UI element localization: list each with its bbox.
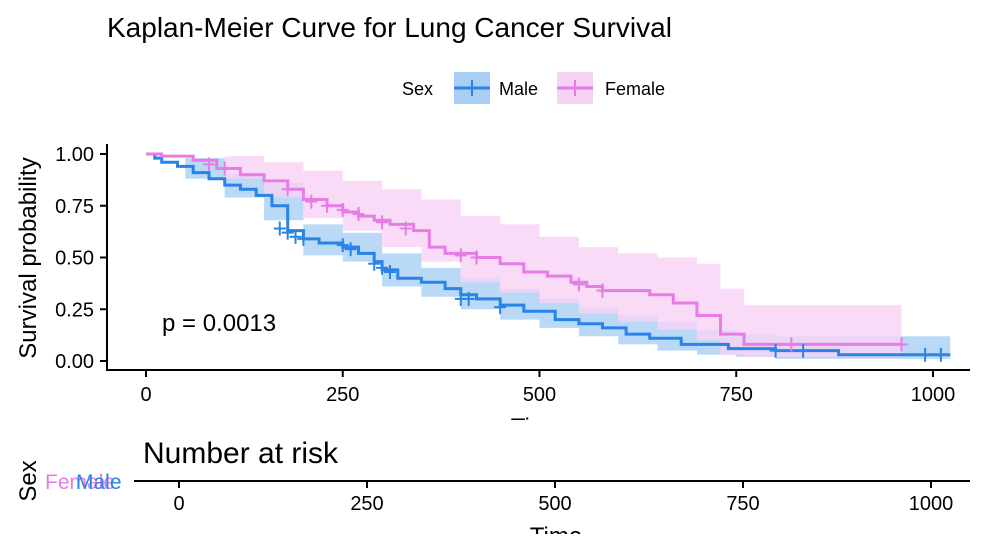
y-tick-label: 0.25 [55,299,94,321]
risk-x-tick-label: 0 [173,493,184,515]
y-tick-label: 0.00 [55,351,94,373]
risk-x-tick-label: 250 [350,493,383,515]
p-value-annotation: p = 0.0013 [162,310,276,337]
risk-table-title: Number at risk [143,437,339,470]
risk-x-tick-label: 750 [726,493,759,515]
legend-title: Sex [402,79,433,99]
risk-x-title-clip: Time [530,523,582,534]
risk-table-x-ticks: 0 250 500 750 1000 [173,481,953,515]
y-ticks: 0.00 0.25 0.50 0.75 1.00 [55,144,107,373]
legend-label-male: Male [499,79,538,99]
risk-table-x-title: Time [530,523,582,534]
risk-row-label-male: Male [76,471,122,494]
risk-x-tick-label: 1000 [909,493,954,515]
legend: Sex Male Female [402,72,665,104]
y-axis-title: Survival probability [15,157,42,358]
x-tick-label: 0 [140,384,151,406]
x-tick-label: 250 [326,384,359,406]
x-axis-title: Time [511,414,563,441]
y-tick-label: 1.00 [55,144,94,166]
x-axis-title-clip: Time [511,414,563,441]
risk-x-tick-label: 500 [538,493,571,515]
survival-curve-female [146,152,902,346]
x-tick-label: 750 [720,384,753,406]
y-tick-label: 0.50 [55,248,94,270]
censor-marks [202,157,947,362]
chart-title: Kaplan-Meier Curve for Lung Cancer Survi… [107,12,672,43]
risk-table: Number at risk Female Male Sex 0 250 500 75… [15,437,970,534]
legend-label-female: Female [605,79,665,99]
x-tick-label: 500 [523,384,556,406]
risk-row-label-female: Female [45,471,115,494]
risk-table-y-title: Sex [15,460,42,501]
x-ticks: 0 250 500 750 1000 [140,370,955,406]
y-tick-label: 0.75 [55,196,94,218]
x-tick-label: 1000 [911,384,956,406]
